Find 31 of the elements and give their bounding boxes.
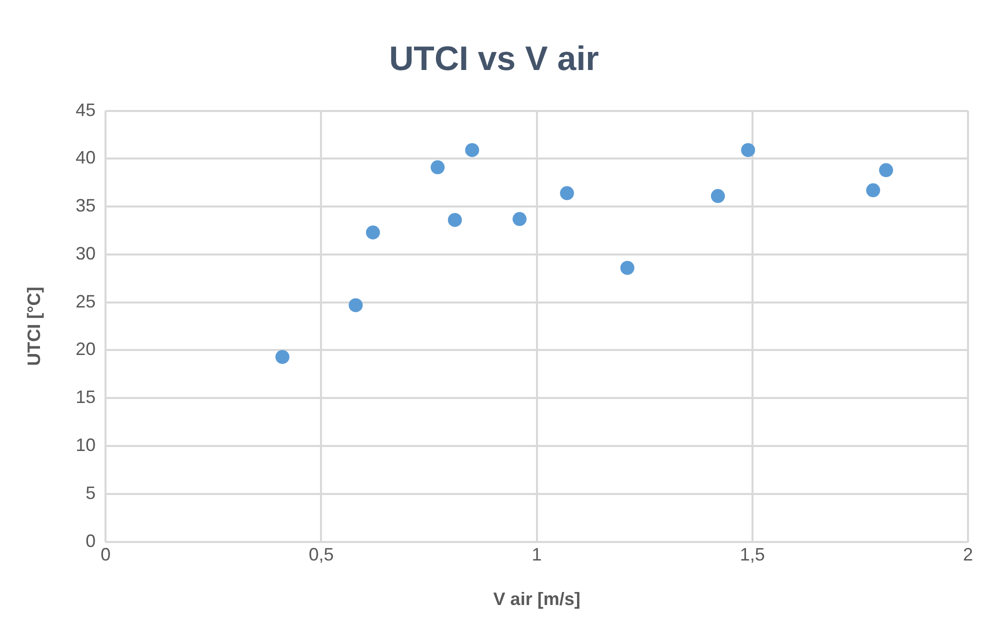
point: [465, 143, 480, 158]
y-tick-label: 40: [76, 148, 96, 168]
x-tick-label: 0: [100, 544, 111, 565]
point: [275, 350, 290, 364]
y-tick-label: 20: [76, 339, 96, 360]
point: [741, 143, 756, 158]
y-tick-label: 10: [76, 434, 96, 455]
point: [448, 212, 462, 227]
x-tick-label: 1: [532, 544, 542, 565]
point: [348, 298, 363, 312]
y-tick-label: 0: [86, 530, 96, 551]
point: [620, 260, 634, 275]
y-axis-title: UTCI [°C]: [24, 286, 44, 366]
point: [560, 186, 574, 200]
point: [366, 225, 380, 240]
point: [879, 163, 894, 178]
point: [512, 212, 527, 226]
x-tick-label: 2: [962, 544, 974, 565]
y-tick-label: 35: [76, 196, 96, 216]
y-tick-label: 25: [76, 291, 96, 312]
chart-title: UTCI vs V air: [389, 40, 599, 78]
y-tick-label: 5: [86, 482, 96, 503]
x-axis-title: V air [m/s]: [493, 589, 580, 610]
y-tick-label: 30: [76, 243, 96, 264]
x-tick-label: 1,5: [740, 544, 765, 565]
point: [430, 160, 445, 174]
point: [710, 189, 725, 204]
x-tick-label: 0,5: [308, 544, 334, 565]
point: [866, 183, 880, 198]
y-tick-label: 15: [76, 387, 96, 408]
y-tick-label: 45: [76, 100, 96, 120]
